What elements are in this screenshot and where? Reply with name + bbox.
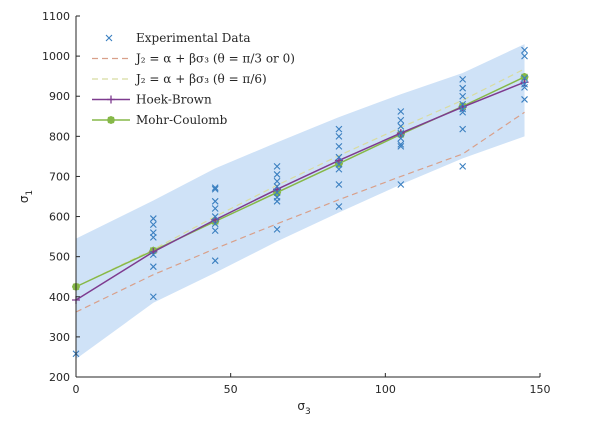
experimental-point [273,171,281,178]
experimental-point [335,132,343,140]
experimental-point [149,229,157,236]
y-tick-label: 200 [49,371,70,384]
legend-label: J₂ = α + βσ₃ (θ = π/3 or 0) [134,52,295,66]
experimental-point [397,142,405,150]
legend: Experimental Data J₂ = α + βσ₃ (θ = π/3 o… [92,31,295,127]
experimental-point [149,215,157,222]
experimental-point [335,161,343,168]
legend-item: J₂ = α + βσ₃ (θ = π/3 or 0) [92,52,295,66]
y-tick-label: 700 [49,170,70,183]
experimental-point [211,184,219,192]
experimental-point [521,74,528,82]
experimental-point [211,227,219,234]
experimental-point [459,92,467,100]
y-tick-label: 1000 [42,50,70,63]
experimental-point [335,142,343,150]
experimental-point [521,52,528,60]
y-tick-label: 800 [49,130,70,143]
legend-item: Hoek-Brown [92,93,212,107]
experimental-point [335,181,343,188]
experimental-point [521,84,528,91]
j2-pi3-line [75,111,525,313]
experimental-point [397,134,405,142]
y-tick-label: 500 [49,251,70,264]
experimental-point [149,293,157,301]
experimental-point [397,140,405,148]
x-tick-label: 100 [375,383,396,396]
band-layer [76,44,525,359]
x-tick-label: 0 [73,383,80,396]
experimental-point [211,205,219,212]
experimental-point [273,226,281,233]
experimental-point [521,80,528,88]
mohr-coulomb-point-rays [520,72,529,81]
x-tick-label: 50 [224,383,238,396]
experimental-point [521,96,528,103]
experimental-point [459,163,467,170]
experimental-point [211,213,219,220]
y-tick-label: 600 [49,211,70,224]
experimental-point [273,177,281,185]
experimental-point [397,129,405,137]
experimental-point [521,46,528,54]
experimental-point [273,189,281,196]
experimental-point [459,75,467,83]
legend-marker-star-rays [107,116,115,124]
series-layer [72,46,529,358]
mohr-coulomb-line [75,76,525,288]
legend-item: Experimental Data [105,31,250,45]
y-tick-label: 1100 [42,10,70,23]
y-tick-label: 300 [49,331,70,344]
confidence-band [76,44,525,359]
experimental-point [459,100,467,108]
legend-marker-x [105,34,113,42]
axes: 0 50 100 150 200 300 400 500 600 700 800 900 1000 110… [17,10,551,417]
experimental-point [459,108,467,116]
experimental-point [335,125,343,133]
y-tick-label: 900 [49,90,70,103]
legend-label: Hoek-Brown [136,93,212,107]
legend-item: J₂ = α + βσ₃ (θ = π/6) [92,72,267,86]
legend-marker-star [107,116,115,124]
experimental-point [211,220,219,228]
y-tick-label: 400 [49,291,70,304]
experimental-point [273,197,281,205]
experimental-point [459,105,467,113]
legend-label: Experimental Data [136,31,250,45]
legend-marker-plus [107,95,115,104]
x-axis-label: σ3 [297,399,310,417]
experimental-point [211,197,219,205]
legend-label: Mohr-Coulomb [136,113,228,127]
experimental-point [397,181,405,188]
y-axis-label-sub: 1 [25,190,35,196]
experimental-point [397,116,405,124]
hoek-brown-line [75,81,525,301]
experimental-point [273,183,281,190]
experimental-point [335,153,343,161]
experimental-point [211,185,219,193]
experimental-point [459,125,467,133]
experimental-point [397,122,405,130]
experimental-point [149,263,157,271]
experimental-point [273,163,281,170]
experimental-point [149,234,157,241]
experimental-point [397,108,405,115]
experimental-point [459,84,467,92]
legend-item: Mohr-Coulomb [92,113,228,127]
experimental-point [335,165,343,173]
x-axis-label-sub: 3 [305,407,311,417]
x-tick-label: 150 [530,383,551,396]
experimental-point [149,221,157,228]
experimental-point [211,257,219,265]
experimental-point [149,251,157,259]
y-axis-label: σ1 [17,190,35,203]
experimental-point [335,203,343,210]
legend-label: J₂ = α + βσ₃ (θ = π/6) [134,72,267,86]
